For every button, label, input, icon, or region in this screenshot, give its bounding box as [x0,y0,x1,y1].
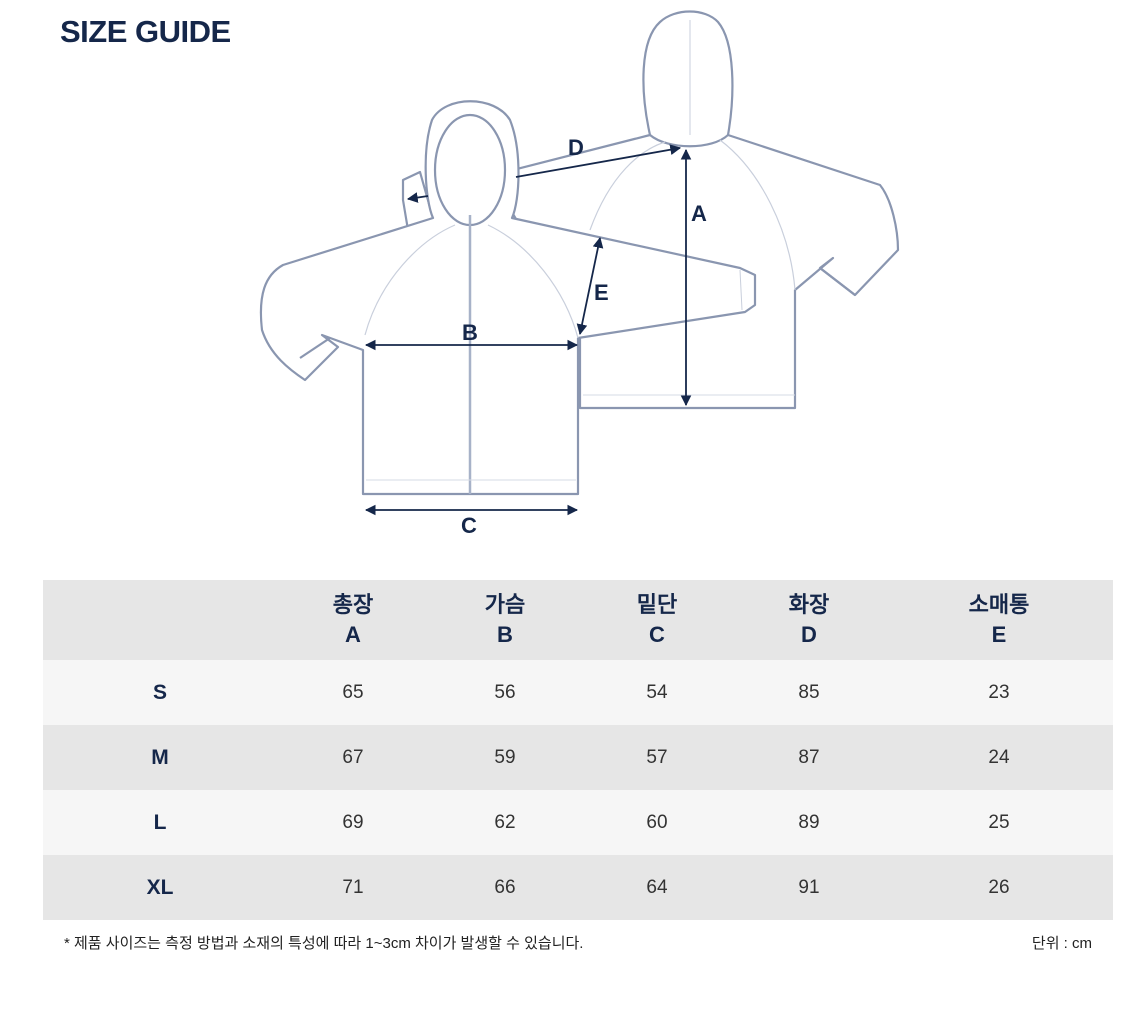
label-e: E [594,280,609,305]
arrow-e [576,236,604,336]
column-header: 총장 A [332,592,374,647]
table-cell: 57 [646,746,668,768]
arrow-d-start [406,192,429,203]
size-column-header [43,580,277,660]
table-row: M 67 59 57 87 24 [43,725,1113,790]
hoodie-measurement-diagram: D A E B C [259,10,900,538]
front-hoodie-outline [259,100,757,496]
page-title: SIZE GUIDE [60,14,231,49]
table-row: S 65 56 54 85 23 [43,660,1113,725]
size-label: S [152,680,167,704]
label-c: C [461,513,477,538]
table-cell: 67 [342,746,364,768]
table-header-row: 총장 A 가슴 B 밑단 C 화장 D 소매통 E [43,580,1113,660]
table-cell: 85 [798,681,820,703]
footnote: * 제품 사이즈는 측정 방법과 소재의 특성에 따라 1~3cm 차이가 발생… [64,935,584,952]
table-cell: 56 [494,681,516,703]
size-table: 총장 A 가슴 B 밑단 C 화장 D 소매통 E S 65 56 54 85 23 M … [43,580,1113,920]
size-label: M [151,745,169,769]
table-cell: 26 [988,876,1010,898]
unit-label: 단위 : cm [1031,935,1092,952]
measurement-arrows [364,144,692,516]
label-a: A [691,201,707,226]
table-cell: 24 [988,746,1010,768]
table-cell: 71 [342,876,364,898]
table-cell: 91 [798,876,820,898]
table-cell: 87 [798,746,820,768]
size-label: XL [146,875,174,899]
table-cell: 64 [646,876,668,898]
arrow-d [515,144,682,178]
table-cell: 23 [988,681,1010,703]
table-row: XL 71 66 64 91 26 [43,855,1113,920]
table-cell: 66 [494,876,516,898]
column-header: 화장 D [788,592,830,647]
table-cell: 65 [342,681,364,703]
table-cell: 89 [798,811,820,833]
table-cell: 69 [342,811,364,833]
table-cell: 60 [646,811,668,833]
label-d: D [568,135,584,160]
table-cell: 54 [646,681,668,703]
table-cell: 59 [494,746,516,768]
table-cell: 25 [988,811,1010,833]
column-header: 밑단 C [636,592,678,647]
size-label: L [153,810,167,834]
column-header: 가슴 B [484,592,526,647]
table-cell: 62 [494,811,516,833]
table-row: L 69 62 60 89 25 [43,790,1113,855]
label-b: B [462,320,478,345]
column-header: 소매통 E [968,592,1030,647]
